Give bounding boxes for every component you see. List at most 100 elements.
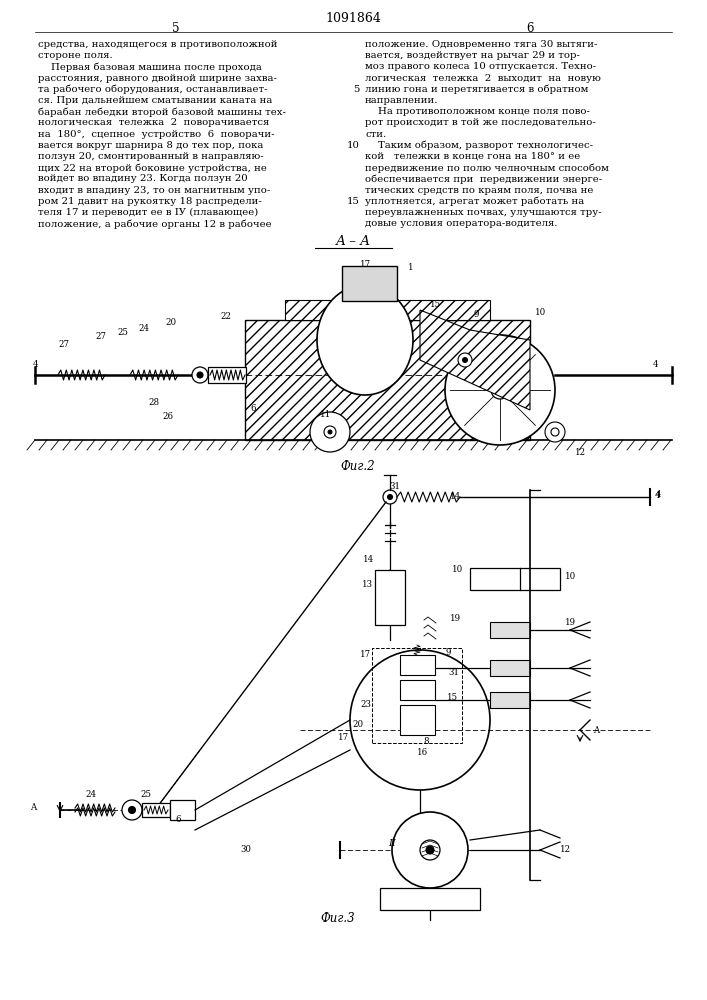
Text: 14: 14 — [363, 555, 374, 564]
Text: средства, находящегося в противоположной: средства, находящегося в противоположной — [38, 40, 278, 49]
Text: 5: 5 — [354, 85, 360, 94]
Text: 20: 20 — [352, 720, 363, 729]
Text: 10: 10 — [535, 308, 547, 317]
Text: 19: 19 — [450, 614, 461, 623]
Text: сти.: сти. — [365, 130, 386, 139]
Text: ся. При дальнейшем сматывании каната на: ся. При дальнейшем сматывании каната на — [38, 96, 272, 105]
Text: нологическая  тележка  2  поворачивается: нологическая тележка 2 поворачивается — [38, 118, 269, 127]
Circle shape — [387, 494, 392, 499]
Circle shape — [458, 353, 472, 367]
Text: Таким образом, разворот технологичес-: Таким образом, разворот технологичес- — [365, 141, 593, 150]
Bar — [372, 648, 462, 743]
Text: 31: 31 — [448, 668, 459, 677]
Text: На противоположном конце поля пово-: На противоположном конце поля пово- — [365, 107, 590, 116]
Circle shape — [420, 840, 440, 860]
Text: 27: 27 — [95, 332, 106, 341]
Text: вается вокруг шарнира 8 до тех пор, пока: вается вокруг шарнира 8 до тех пор, пока — [38, 141, 264, 150]
Text: 17: 17 — [338, 733, 349, 742]
Text: на  180°,  сцепное  устройство  6  поворачи-: на 180°, сцепное устройство 6 поворачи- — [38, 130, 274, 139]
Circle shape — [324, 426, 336, 438]
Bar — [400, 680, 435, 700]
Text: 24: 24 — [138, 324, 149, 333]
Bar — [490, 692, 530, 708]
Text: 9: 9 — [445, 648, 450, 657]
Text: 9: 9 — [474, 310, 479, 319]
Bar — [170, 800, 195, 820]
Text: 23: 23 — [360, 700, 371, 709]
Text: 4: 4 — [653, 360, 658, 369]
Text: 26: 26 — [162, 412, 173, 421]
Text: А – А: А – А — [335, 235, 370, 248]
Text: обеспечивается при  передвижении энерге-: обеспечивается при передвижении энерге- — [365, 174, 602, 184]
Text: уплотняется, агрегат может работать на: уплотняется, агрегат может работать на — [365, 197, 584, 206]
Text: передвижение по полю челночным способом: передвижение по полю челночным способом — [365, 163, 609, 173]
Text: моз правого колеса 10 отпускается. Техно-: моз правого колеса 10 отпускается. Техно… — [365, 62, 596, 71]
Text: 15: 15 — [347, 197, 360, 206]
Text: A: A — [593, 726, 600, 735]
Text: положение, а рабочие органы 12 в рабочее: положение, а рабочие органы 12 в рабочее — [38, 219, 271, 229]
Text: 20: 20 — [165, 318, 176, 327]
Bar — [400, 655, 435, 675]
Text: 11: 11 — [320, 410, 332, 419]
Circle shape — [545, 422, 565, 442]
Circle shape — [497, 387, 503, 393]
Text: линию гона и перетягивается в обратном: линию гона и перетягивается в обратном — [365, 85, 588, 94]
Text: 14: 14 — [450, 492, 461, 501]
Text: щих 22 на второй боковине устройства, не: щих 22 на второй боковине устройства, не — [38, 163, 267, 173]
Circle shape — [310, 412, 350, 452]
Circle shape — [129, 806, 136, 814]
Circle shape — [328, 430, 332, 434]
Circle shape — [383, 490, 397, 504]
Text: A: A — [30, 803, 36, 812]
Text: 30: 30 — [240, 845, 251, 854]
Bar — [400, 705, 435, 735]
Text: 13: 13 — [362, 580, 373, 589]
Text: 28: 28 — [148, 398, 159, 407]
Circle shape — [462, 358, 467, 362]
Text: расстояния, равного двойной ширине захва-: расстояния, равного двойной ширине захва… — [38, 74, 277, 83]
Text: 12: 12 — [575, 448, 586, 457]
Text: та рабочего оборудования, останавливает-: та рабочего оборудования, останавливает- — [38, 85, 267, 94]
Text: тических средств по краям поля, почва не: тических средств по краям поля, почва не — [365, 186, 593, 195]
Text: 19: 19 — [565, 618, 576, 627]
Bar — [490, 660, 530, 676]
Polygon shape — [420, 310, 530, 410]
Text: войдет во впадину 23. Когда ползун 20: войдет во впадину 23. Когда ползун 20 — [38, 174, 247, 183]
Text: 6: 6 — [175, 815, 180, 824]
Circle shape — [392, 812, 468, 888]
Text: 5: 5 — [173, 22, 180, 35]
Text: 8: 8 — [423, 737, 428, 746]
Text: 27: 27 — [58, 340, 69, 349]
Bar — [380, 888, 480, 910]
Bar — [470, 568, 560, 590]
Circle shape — [551, 428, 559, 436]
Text: 12: 12 — [560, 845, 571, 854]
Text: 15: 15 — [430, 300, 441, 309]
Circle shape — [445, 335, 555, 445]
Text: вается, воздействует на рычаг 29 и тор-: вается, воздействует на рычаг 29 и тор- — [365, 51, 580, 60]
Text: рот происходит в той же последовательно-: рот происходит в той же последовательно- — [365, 118, 596, 127]
Text: переувлажненных почвах, улучшаются тру-: переувлажненных почвах, улучшаются тру- — [365, 208, 602, 217]
Text: логическая  тележка  2  выходит  на  новую: логическая тележка 2 выходит на новую — [365, 74, 601, 83]
Bar — [208, 367, 246, 383]
Bar — [142, 803, 170, 817]
Text: стороне поля.: стороне поля. — [38, 51, 112, 60]
Text: барабан лебедки второй базовой машины тех-: барабан лебедки второй базовой машины те… — [38, 107, 286, 117]
Text: ром 21 давит на рукоятку 18 распредели-: ром 21 давит на рукоятку 18 распредели- — [38, 197, 262, 206]
Text: 15: 15 — [447, 693, 458, 702]
Bar — [490, 622, 530, 638]
Text: 6: 6 — [526, 22, 534, 35]
Text: направлении.: направлении. — [365, 96, 438, 105]
Text: 25: 25 — [117, 328, 128, 337]
Text: II: II — [388, 839, 396, 848]
Text: 17: 17 — [360, 650, 371, 659]
Bar — [285, 300, 490, 320]
Text: положение. Одновременно тяга 30 вытяги-: положение. Одновременно тяга 30 вытяги- — [365, 40, 597, 49]
Circle shape — [197, 372, 203, 378]
Bar — [342, 266, 397, 301]
Text: 10: 10 — [565, 572, 576, 581]
Text: Первая базовая машина после прохода: Первая базовая машина после прохода — [38, 62, 262, 72]
Ellipse shape — [317, 285, 413, 395]
Text: 25: 25 — [140, 790, 151, 799]
Text: 4: 4 — [33, 360, 38, 369]
